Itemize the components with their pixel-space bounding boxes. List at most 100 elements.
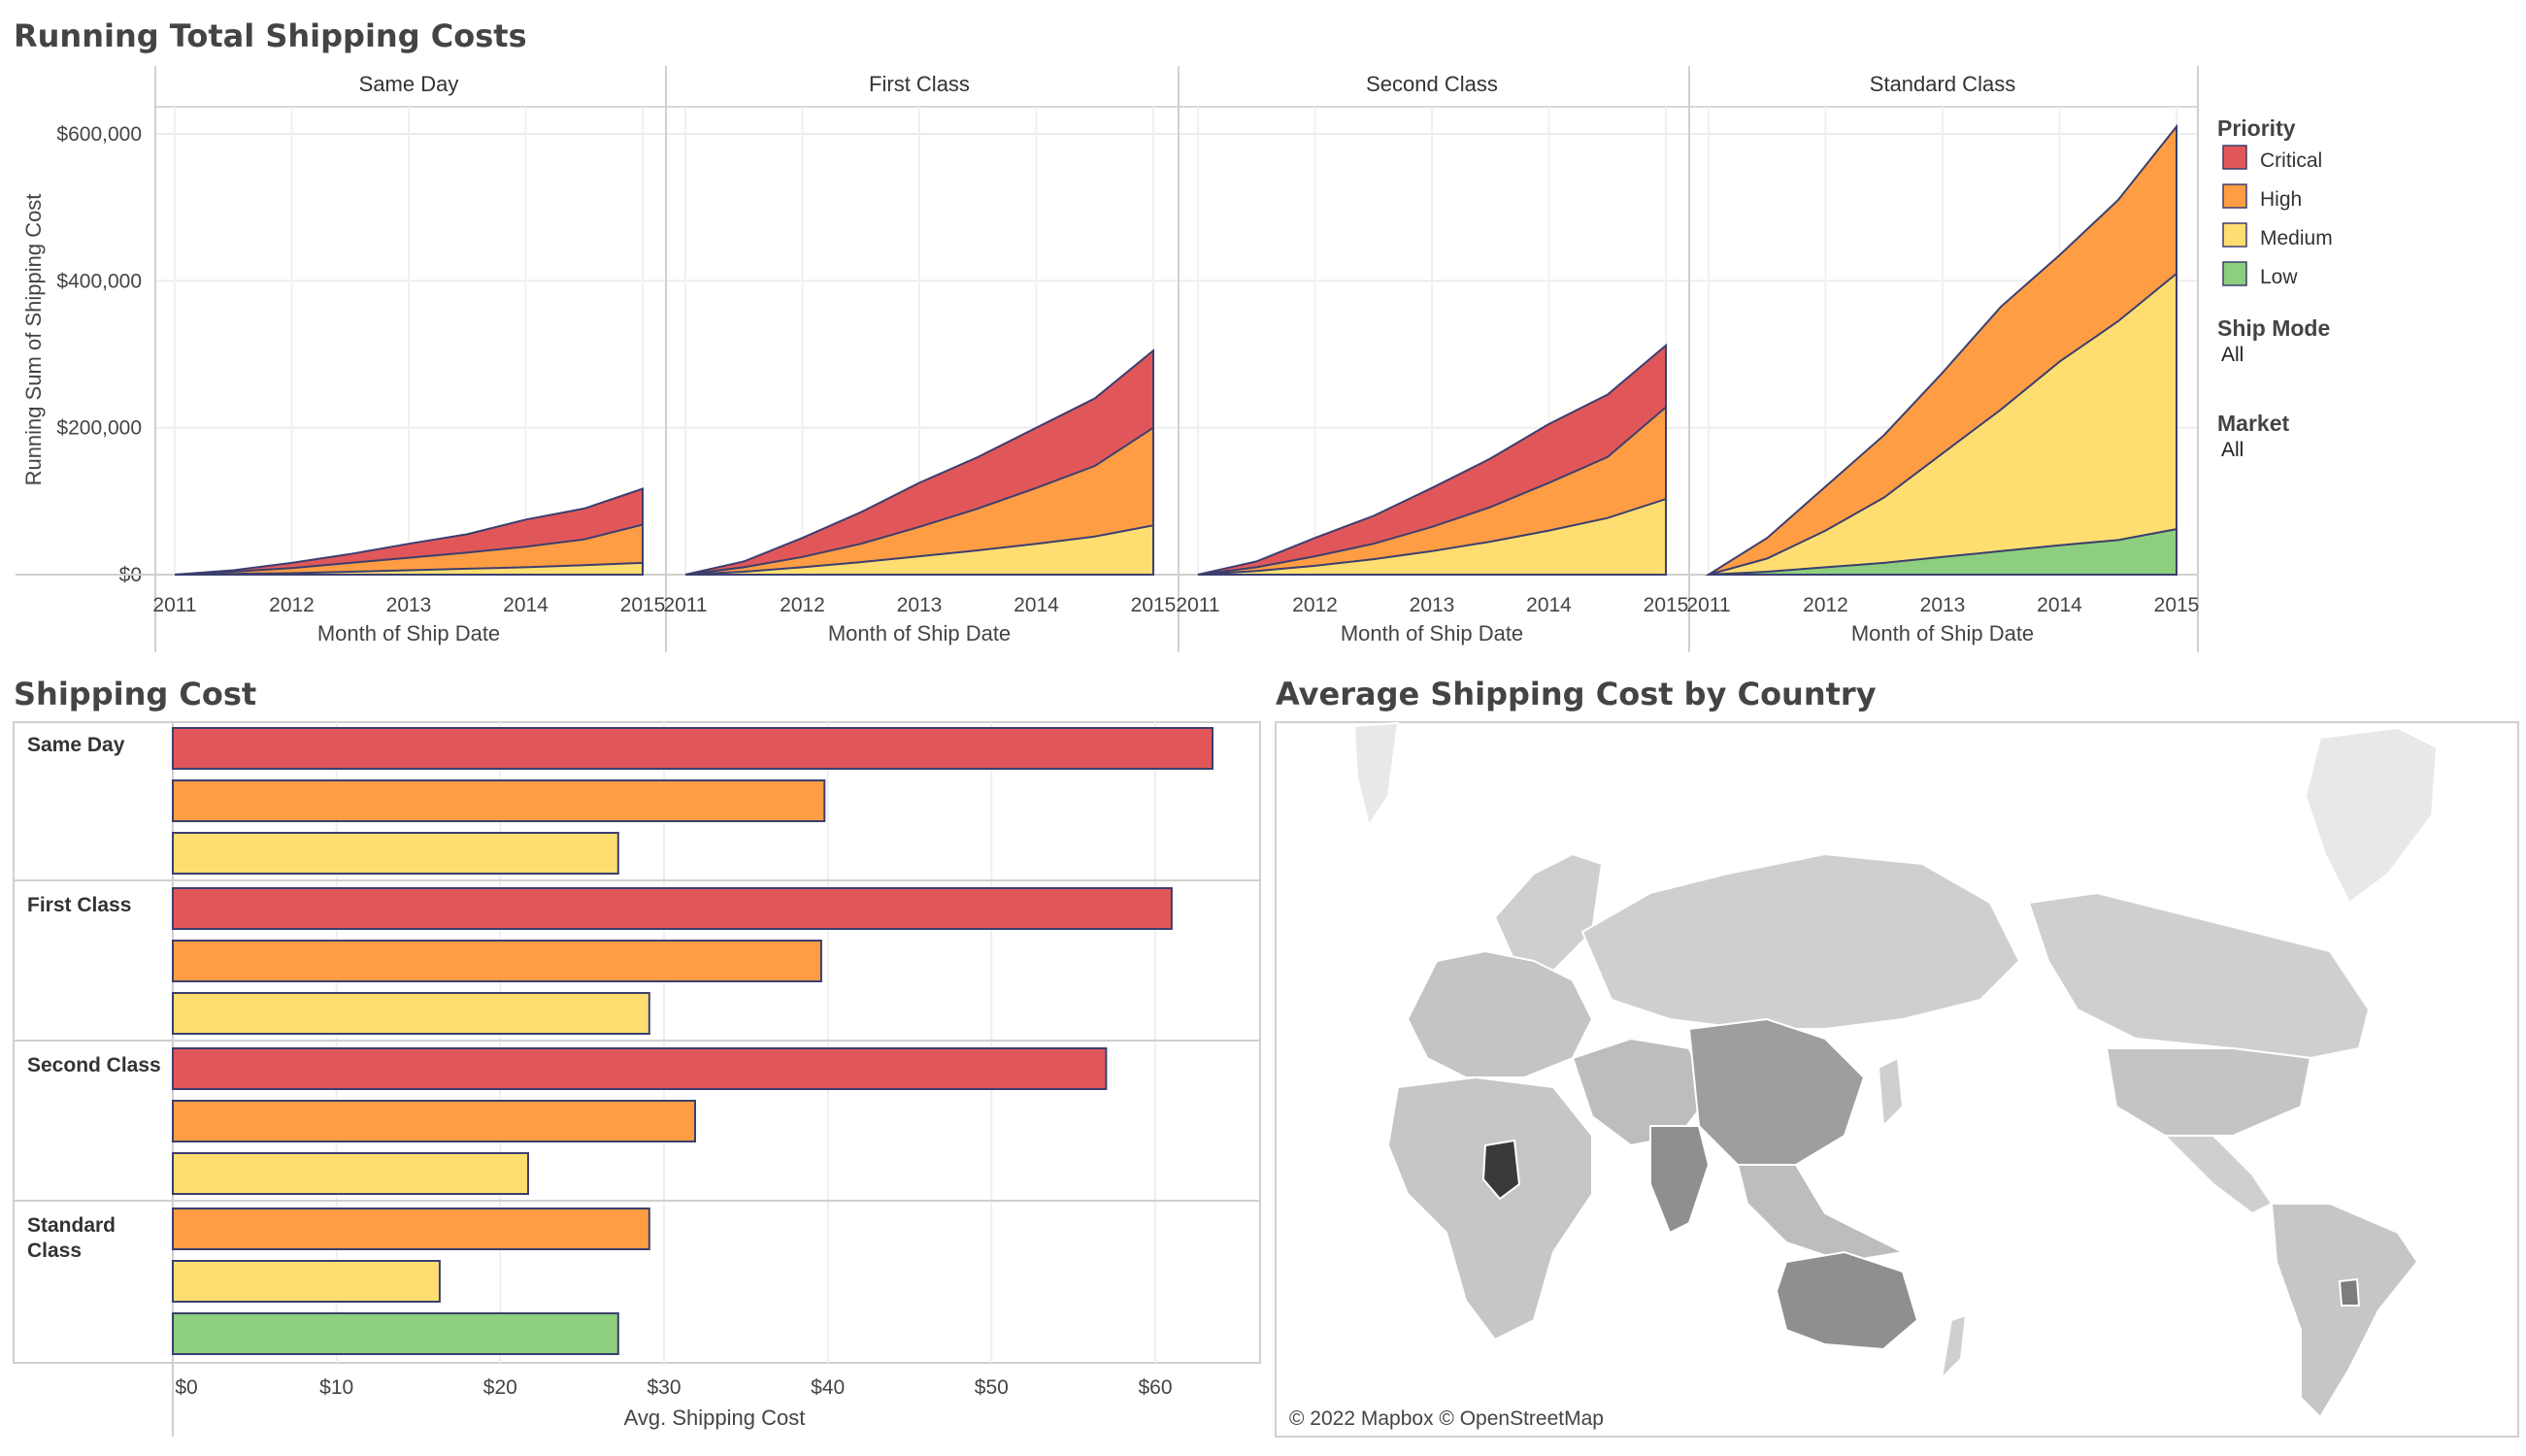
bar-same-day-critical[interactable] xyxy=(172,727,1213,770)
x-tick-label: 2013 xyxy=(1920,594,1966,616)
x-tick-label: 2012 xyxy=(1803,594,1848,616)
map-new-zealand[interactable] xyxy=(1940,1313,1968,1381)
panel-header-same-day: Same Day xyxy=(359,72,459,96)
bar-same-day-medium[interactable] xyxy=(172,832,619,875)
shipping-cost-title: Shipping Cost xyxy=(14,676,256,712)
x-tick-label: 2012 xyxy=(269,594,315,616)
shipping-cost-bar-chart: $0 $10 $20 $30 $40 $50 $60 Avg. Shipping Cost Sa… xyxy=(13,721,1261,1437)
legend-label-medium: Medium xyxy=(2260,227,2333,249)
row-header-standard-class: Standard xyxy=(27,1214,116,1237)
legend-swatch-high xyxy=(2222,183,2247,209)
map-southeast-asia[interactable] xyxy=(1736,1164,1907,1264)
area-same-day-medium[interactable] xyxy=(174,561,644,576)
area-second-class-medium[interactable] xyxy=(1197,497,1667,576)
x-tick-label: 2012 xyxy=(1292,594,1338,616)
legend-label-low: Low xyxy=(2260,266,2298,288)
x-tick-label: 2015 xyxy=(620,594,666,616)
world-map[interactable]: © 2022 Mapbox © OpenStreetMap xyxy=(1275,721,2519,1438)
map-japan[interactable] xyxy=(1877,1056,1905,1129)
map-united-states[interactable] xyxy=(2105,1047,2312,1137)
panel-first-class: First Class 2011 2012 2013 2014 2015 Month of … xyxy=(663,66,1176,652)
bar-group-first-class: First Class xyxy=(14,879,1260,1035)
map-title: Average Shipping Cost by Country xyxy=(1276,676,1877,712)
running-total-title: Running Total Shipping Costs xyxy=(14,17,527,54)
area-standard-class-low[interactable] xyxy=(1708,527,2177,576)
legend-swatch-medium xyxy=(2222,222,2247,248)
x-axis-title: Month of Ship Date xyxy=(828,621,1011,645)
x-tick-label: 2011 xyxy=(1176,594,1219,616)
priority-legend: Priority Critical High Medium Low Ship M… xyxy=(2217,116,2333,461)
bar-same-day-high[interactable] xyxy=(172,779,826,822)
legend-item-high[interactable]: High xyxy=(2222,183,2302,211)
map-africa[interactable] xyxy=(1386,1075,1593,1341)
x-tick-label: 2015 xyxy=(1644,594,1689,616)
map-russia[interactable] xyxy=(1580,852,2021,1030)
bar-x-tick-label: $40 xyxy=(811,1376,845,1399)
map-china[interactable] xyxy=(1687,1017,1866,1166)
bar-x-tick-label: $50 xyxy=(975,1376,1009,1399)
x-tick-label: 2014 xyxy=(503,594,548,616)
area-standard-class-medium[interactable] xyxy=(1708,271,2177,576)
bar-standard-class-low[interactable] xyxy=(172,1312,619,1355)
x-tick-label: 2011 xyxy=(1686,594,1730,616)
map-australia[interactable] xyxy=(1775,1250,1919,1351)
panel-same-day: Same Day 2011 2012 2013 2014 2015 Month of Shi… xyxy=(152,66,665,652)
market-filter-value[interactable]: All xyxy=(2221,439,2243,461)
bar-x-tick-label: $60 xyxy=(1138,1376,1172,1399)
row-header-standard-class: Class xyxy=(27,1240,82,1262)
x-tick-label: 2015 xyxy=(2154,594,2200,616)
bar-x-tick-label: $20 xyxy=(483,1376,517,1399)
map-middle-east[interactable] xyxy=(1571,1037,1711,1147)
area-first-class-high[interactable] xyxy=(684,425,1154,576)
bar-second-class-high[interactable] xyxy=(172,1100,696,1142)
x-tick-label: 2013 xyxy=(897,594,943,616)
x-axis-title: Month of Ship Date xyxy=(1341,621,1523,645)
y-tick-label: $400,000 xyxy=(56,270,142,292)
area-first-class-medium[interactable] xyxy=(684,524,1154,576)
map-india[interactable] xyxy=(1649,1125,1711,1235)
legend-item-critical[interactable]: Critical xyxy=(2222,145,2322,172)
legend-item-medium[interactable]: Medium xyxy=(2222,222,2333,249)
bar-standard-class-medium[interactable] xyxy=(172,1260,441,1303)
panel-second-class: Second Class 2011 2012 2013 2014 2015 Month of… xyxy=(1176,66,1688,652)
ship-mode-filter-value[interactable]: All xyxy=(2221,344,2243,366)
x-tick-label: 2014 xyxy=(1014,594,1059,616)
bar-standard-class-high[interactable] xyxy=(172,1208,650,1250)
area-same-day-high[interactable] xyxy=(174,523,644,576)
bar-group-second-class: Second Class xyxy=(14,1040,1260,1195)
map-chad[interactable] xyxy=(1481,1139,1521,1201)
row-header-second-class: Second Class xyxy=(27,1054,161,1076)
map-greenland[interactable] xyxy=(2304,726,2439,905)
bar-first-class-medium[interactable] xyxy=(172,992,650,1035)
map-south-america[interactable] xyxy=(2270,1203,2419,1419)
market-filter-label: Market xyxy=(2217,411,2289,436)
legend-item-low[interactable]: Low xyxy=(2222,261,2298,288)
map-europe[interactable] xyxy=(1406,949,1594,1078)
ship-mode-filter-label: Ship Mode xyxy=(2217,315,2330,341)
x-axis-title: Month of Ship Date xyxy=(317,621,500,645)
map-paraguay[interactable] xyxy=(2338,1277,2361,1307)
bar-second-class-critical[interactable] xyxy=(172,1047,1108,1090)
bar-first-class-critical[interactable] xyxy=(172,887,1173,930)
x-tick-label: 2013 xyxy=(386,594,432,616)
bar-x-tick-label: $0 xyxy=(175,1376,197,1399)
y-axis-title: Running Sum of Shipping Cost xyxy=(21,194,46,486)
bar-group-same-day: Same Day xyxy=(27,727,1213,875)
map-arctic-islands[interactable] xyxy=(1352,721,1400,828)
bar-chart-frame xyxy=(13,721,1261,1364)
row-header-first-class: First Class xyxy=(27,894,131,916)
x-tick-label: 2015 xyxy=(1131,594,1177,616)
legend-title: Priority xyxy=(2217,116,2296,141)
y-tick-label: $600,000 xyxy=(56,123,142,146)
bar-first-class-high[interactable] xyxy=(172,940,822,982)
bar-x-axis-title: Avg. Shipping Cost xyxy=(624,1406,806,1430)
bar-x-tick-label: $10 xyxy=(319,1376,353,1399)
bar-second-class-medium[interactable] xyxy=(172,1152,529,1195)
x-tick-label: 2013 xyxy=(1410,594,1455,616)
x-tick-label: 2014 xyxy=(2037,594,2082,616)
x-tick-label: 2011 xyxy=(663,594,707,616)
map-north-america[interactable] xyxy=(2027,891,2371,1060)
legend-swatch-critical xyxy=(2222,145,2247,170)
x-tick-label: 2014 xyxy=(1526,594,1572,616)
bar-group-standard-class: Standard Class xyxy=(14,1200,1260,1355)
